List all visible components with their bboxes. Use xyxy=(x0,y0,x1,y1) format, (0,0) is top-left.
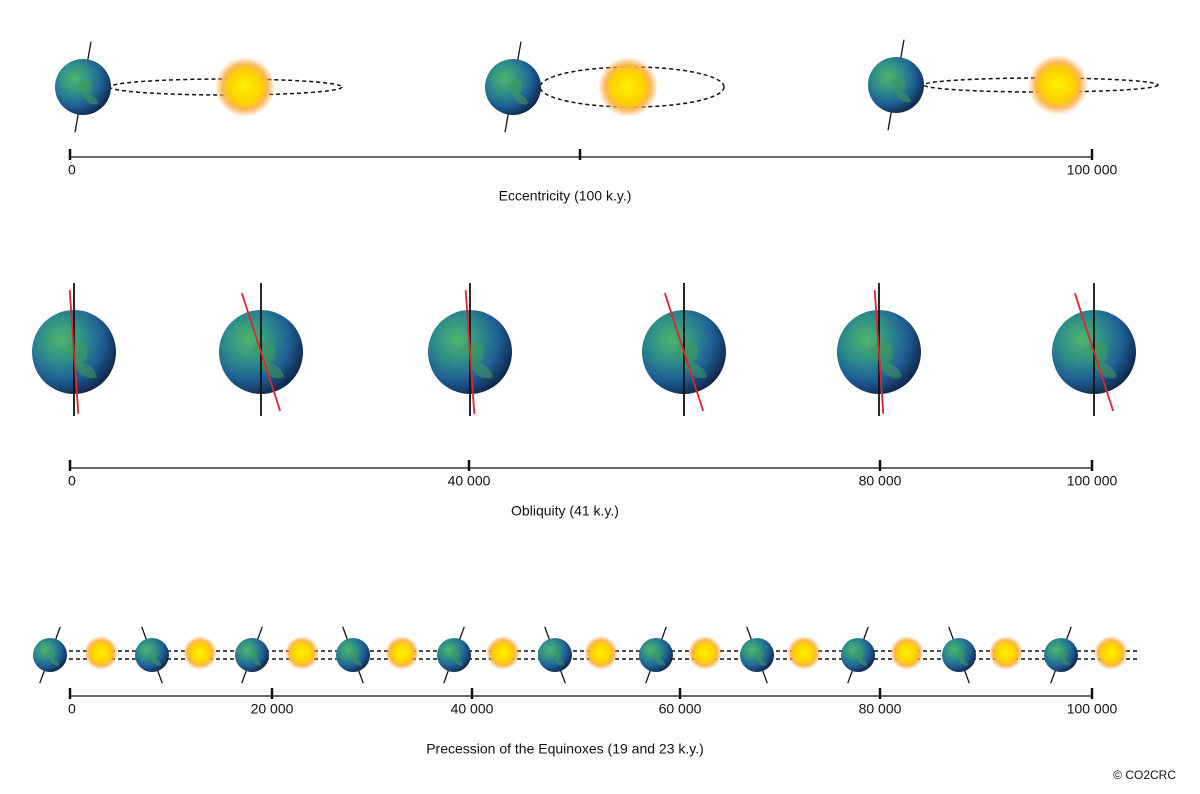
sun xyxy=(1028,55,1088,115)
tick-label: 0 xyxy=(68,162,76,178)
tick-label: 0 xyxy=(68,473,76,489)
copyright: © CO2CRC xyxy=(1113,768,1176,782)
continent xyxy=(551,650,565,666)
sun xyxy=(890,636,924,670)
tick-label: 40 000 xyxy=(451,701,494,717)
continent xyxy=(955,650,969,666)
continent xyxy=(507,79,529,105)
tilted-axis xyxy=(1073,292,1115,412)
tilted-axis xyxy=(240,292,282,412)
continent xyxy=(753,650,767,666)
tilted-axis xyxy=(68,290,80,414)
sun xyxy=(486,636,520,670)
tick-label: 40 000 xyxy=(448,473,491,489)
continent xyxy=(854,650,868,666)
continent xyxy=(652,650,666,666)
tilted-axis xyxy=(464,290,476,414)
artwork: 0 100 000 Eccentricity (100 k.y.) 0 40 000 80… xyxy=(32,39,1159,757)
tick-label: 100 000 xyxy=(1067,162,1118,178)
continent xyxy=(1057,650,1071,666)
sun xyxy=(183,636,217,670)
tick-label: 80 000 xyxy=(859,473,902,489)
continent xyxy=(450,650,464,666)
tick-label: 20 000 xyxy=(251,701,294,717)
continent xyxy=(890,77,912,103)
sun xyxy=(215,57,275,117)
tilted-axis xyxy=(873,290,885,414)
tick-label: 60 000 xyxy=(659,701,702,717)
tick-label: 100 000 xyxy=(1067,473,1118,489)
tick-label: 0 xyxy=(68,701,76,717)
sun xyxy=(688,636,722,670)
section-title: Eccentricity (100 k.y.) xyxy=(499,188,632,204)
section-title: Precession of the Equinoxes (19 and 23 k… xyxy=(426,741,704,757)
continent xyxy=(148,650,162,666)
continent xyxy=(77,79,99,105)
sun xyxy=(787,636,821,670)
sun xyxy=(584,636,618,670)
sun xyxy=(989,636,1023,670)
continent xyxy=(248,650,262,666)
continent xyxy=(349,650,363,666)
sun xyxy=(285,636,319,670)
sun xyxy=(84,636,118,670)
continent xyxy=(46,650,60,666)
tilted-axis xyxy=(663,292,705,412)
sun xyxy=(598,57,658,117)
sun xyxy=(385,636,419,670)
tick-label: 100 000 xyxy=(1067,701,1118,717)
sun xyxy=(1094,636,1128,670)
section-title: Obliquity (41 k.y.) xyxy=(511,503,619,519)
tick-label: 80 000 xyxy=(859,701,902,717)
orbit xyxy=(539,66,725,108)
